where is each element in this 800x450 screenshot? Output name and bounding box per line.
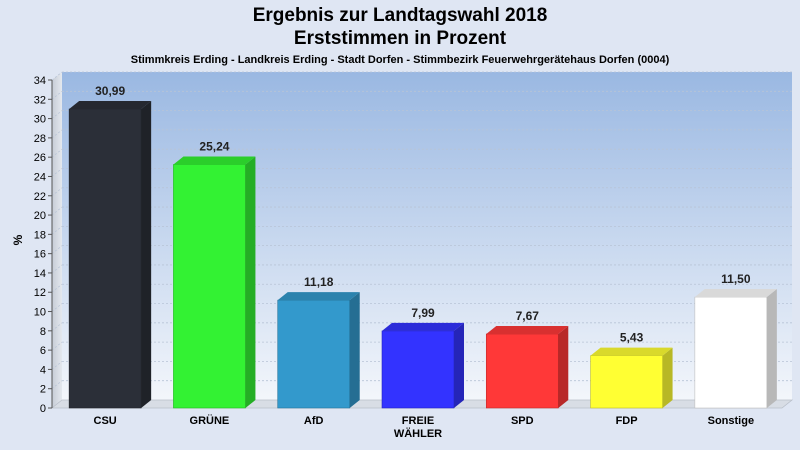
y-tick-label: 32 [34,94,46,106]
y-tick-label: 20 [34,210,46,222]
bar-top [277,292,360,301]
value-label: 7,67 [516,309,540,323]
y-tick-label: 16 [34,249,46,261]
y-tick-label: 22 [34,191,46,203]
bar-side [141,101,152,408]
y-tick-label: 8 [40,326,46,338]
bar-grüne: 25,24 [173,140,256,409]
value-label: 30,99 [95,84,125,98]
bar-front [485,333,559,409]
bar-front [590,355,663,409]
y-tick-label: 12 [34,287,46,299]
chart-subtitle: Stimmkreis Erding - Landkreis Erding - S… [130,54,670,66]
x-tick-label: WÄHLER [394,427,442,440]
bar-top [69,101,152,110]
bar-top [382,322,464,331]
y-tick-label: 26 [34,152,46,164]
bar-fdp: 5,43 [590,331,673,409]
bar-side [245,156,256,408]
plot-side-wall [52,72,62,408]
x-tick-label: CSU [94,415,117,427]
value-label: 11,18 [304,275,334,289]
chart-title-line-2: Erststimmen in Prozent [293,28,507,49]
x-tick-label: AfD [304,415,324,427]
bar-spd: 7,67 [485,309,569,409]
y-tick-label: 2 [40,384,46,396]
bar-top [486,326,569,335]
bar-side [558,326,569,408]
bar-side [454,322,464,408]
x-tick-label: FREIE [402,415,434,427]
bar-front [173,164,246,409]
bars: 30,99 25,24 11,18 7,99 7,67 5,43 11,50 [68,84,777,409]
value-label: 25,24 [199,140,229,154]
y-tick-label: 4 [40,364,46,376]
value-label: 5,43 [620,331,644,345]
bar-afd: 11,18 [277,275,360,409]
bar-front [68,108,142,409]
y-tick-label: 14 [34,268,46,280]
bar-front [381,330,455,409]
bar-top [173,156,256,165]
bar-top [694,289,777,298]
bar-front [694,296,768,409]
x-tick-label: Sonstige [708,415,754,427]
bar-side [766,289,777,408]
x-tick-label: SPD [511,415,534,427]
bar-freie-wähler: 7,99 [381,306,464,409]
y-tick-label: 30 [34,114,46,126]
y-tick-label: 18 [34,229,46,241]
y-tick-label: 28 [34,133,46,145]
value-label: 11,50 [721,272,751,286]
y-tick-label: 10 [34,307,46,319]
bar-side [349,292,360,408]
bar-front [277,299,351,409]
x-tick-label: FDP [616,415,638,427]
y-tick-label: 24 [34,171,46,183]
bar-sonstige: 11,50 [694,272,777,409]
chart-title: Ergebnis zur Landtagswahl 2018 Erststimm… [0,4,800,50]
chart-title-line-1: Ergebnis zur Landtagswahl 2018 [252,5,548,26]
y-axis-label: % [11,234,25,245]
bar-side [662,347,673,408]
bar-csu: 30,99 [68,84,152,409]
y-tick-label: 0 [40,403,46,415]
value-label: 7,99 [411,306,435,320]
bar-top [590,347,673,356]
y-tick-label: 34 [34,75,46,87]
y-tick-label: 6 [40,345,46,357]
x-tick-label: GRÜNE [190,414,230,427]
